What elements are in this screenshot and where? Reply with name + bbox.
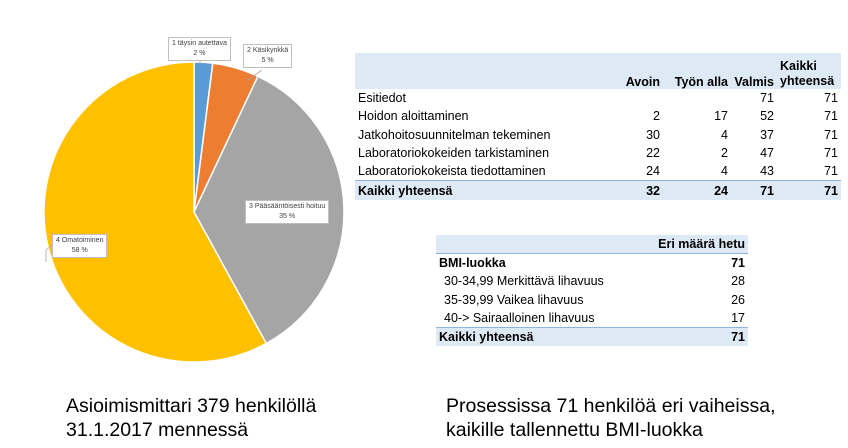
header-tyon-alla: Työn alla	[674, 75, 728, 89]
cell-valmis: 71	[760, 91, 774, 106]
row-value: 28	[731, 274, 745, 289]
table-row: Hoidon aloittaminen 2 17 52 71	[355, 107, 841, 125]
pie-label-3-name: 3 Pääsääntöisesti hoituu	[249, 203, 326, 210]
header-kaikki-yhteensa: Kaikki yhteensä	[780, 59, 835, 88]
pie-label-3: 3 Pääsääntöisesti hoituu 35 %	[245, 200, 330, 224]
cell-avoin: 30	[646, 127, 660, 142]
pie-label-2-name: 2 Käsikynkkä	[247, 47, 289, 54]
row-label: 35-39,99 Vaikea lihavuus	[444, 292, 584, 307]
table-row: Esitiedot 71 71	[355, 89, 841, 107]
cell-valmis: 47	[760, 146, 774, 161]
row-label: Laboratoriokokeista tiedottaminen	[358, 164, 546, 179]
table-row: 40-> Sairaalloinen lihavuus 17	[436, 309, 748, 328]
table-header-row: Eri määrä hetu	[436, 235, 748, 254]
pie-leader-line-2	[247, 69, 263, 81]
header-valmis: Valmis	[734, 75, 774, 89]
pie-label-1: 1 täysin autettava 2 %	[168, 37, 231, 61]
cell-total: 71	[824, 109, 838, 124]
cell-total: 71	[824, 127, 838, 142]
pie-label-4-name: 4 Omatoiminen	[56, 237, 104, 244]
row-label: 30-34,99 Merkittävä lihavuus	[444, 274, 604, 289]
pie-label-3-value: 35 %	[279, 213, 296, 220]
pie-label-1-name: 1 täysin autettava	[172, 40, 227, 47]
right-caption-line1: Prosessissa 71 henkilöä eri vaiheissa,	[446, 395, 776, 417]
cell-avoin	[613, 89, 663, 107]
pie-label-2-value: 5 %	[261, 57, 274, 64]
total-total: 71	[777, 180, 841, 200]
table-total-row: Kaikki yhteensä 32 24 71 71	[355, 180, 841, 200]
pie-label-1-value: 2 %	[193, 50, 206, 57]
row-label: Esitiedot	[358, 91, 406, 106]
right-caption-line2: kaikille tallennettu BMI-luokka	[446, 419, 703, 441]
cell-total: 71	[824, 91, 838, 106]
row-value: 17	[731, 310, 745, 325]
row-label: Hoidon aloittaminen	[358, 109, 469, 124]
table-row: 30-34,99 Merkittävä lihavuus 28	[436, 272, 748, 290]
row-label: Laboratoriokokeiden tarkistaminen	[358, 146, 550, 161]
pie-leader-line-4	[45, 244, 53, 262]
group-label: BMI-luokka	[436, 253, 622, 273]
header-eri-maara-hetu: Eri määrä hetu	[658, 237, 745, 252]
cell-tyon-alla: 4	[721, 127, 728, 142]
left-caption: Asioimismittari 379 henkilöllä 31.1.2017…	[66, 394, 316, 442]
table-total-row: Kaikki yhteensä 71	[436, 326, 748, 347]
cell-valmis: 52	[760, 109, 774, 124]
cell-valmis: 37	[760, 127, 774, 142]
group-value: 71	[622, 253, 748, 273]
table-header-row: Avoin Työn alla Valmis Kaikki yhteensä	[355, 53, 841, 89]
bmi-class-table: Eri määrä hetu BMI-luokka 71 30-34,99 Me…	[436, 235, 748, 347]
table-row: 35-39,99 Vaikea lihavuus 26	[436, 291, 748, 309]
right-caption: Prosessissa 71 henkilöä eri vaiheissa, k…	[446, 394, 776, 442]
pie-slice-4	[43, 61, 268, 363]
row-value: 26	[731, 292, 745, 307]
total-label: Kaikki yhteensä	[436, 326, 622, 347]
header-avoin: Avoin	[625, 75, 660, 89]
pie-label-2: 2 Käsikynkkä 5 %	[243, 44, 293, 68]
total-valmis: 71	[731, 180, 777, 200]
cell-tyon-alla: 4	[721, 164, 728, 179]
cell-tyon-alla: 2	[721, 146, 728, 161]
cell-valmis: 43	[760, 164, 774, 179]
table-group-row: BMI-luokka 71	[436, 253, 748, 273]
pie-label-4: 4 Omatoiminen 58 %	[52, 234, 108, 258]
cell-tyon-alla: 17	[714, 109, 728, 124]
cell-avoin: 2	[653, 109, 660, 124]
left-caption-line2: 31.1.2017 mennessä	[66, 419, 249, 441]
cell-avoin: 22	[646, 146, 660, 161]
table-row: Laboratoriokokeiden tarkistaminen 22 2 4…	[355, 144, 841, 162]
pie-label-4-value: 58 %	[71, 247, 88, 254]
cell-avoin: 24	[646, 164, 660, 179]
table-row: Laboratoriokokeista tiedottaminen 24 4 4…	[355, 162, 841, 181]
row-label: Jatkohoitosuunnitelman tekeminen	[358, 127, 551, 142]
total-label: Kaikki yhteensä	[355, 180, 613, 200]
cell-tyon-alla	[663, 89, 731, 107]
cell-total: 71	[824, 164, 838, 179]
row-label: 40-> Sairaalloinen lihavuus	[444, 310, 595, 325]
total-avoin: 32	[613, 180, 663, 200]
header-blank	[355, 53, 613, 89]
process-status-table: Avoin Työn alla Valmis Kaikki yhteensä E…	[355, 53, 841, 200]
cell-total: 71	[824, 146, 838, 161]
total-value: 71	[622, 326, 748, 347]
header-blank	[436, 235, 622, 254]
table-row: Jatkohoitosuunnitelman tekeminen 30 4 37…	[355, 126, 841, 144]
left-caption-line1: Asioimismittari 379 henkilöllä	[66, 395, 317, 417]
total-tyon-alla: 24	[663, 180, 731, 200]
